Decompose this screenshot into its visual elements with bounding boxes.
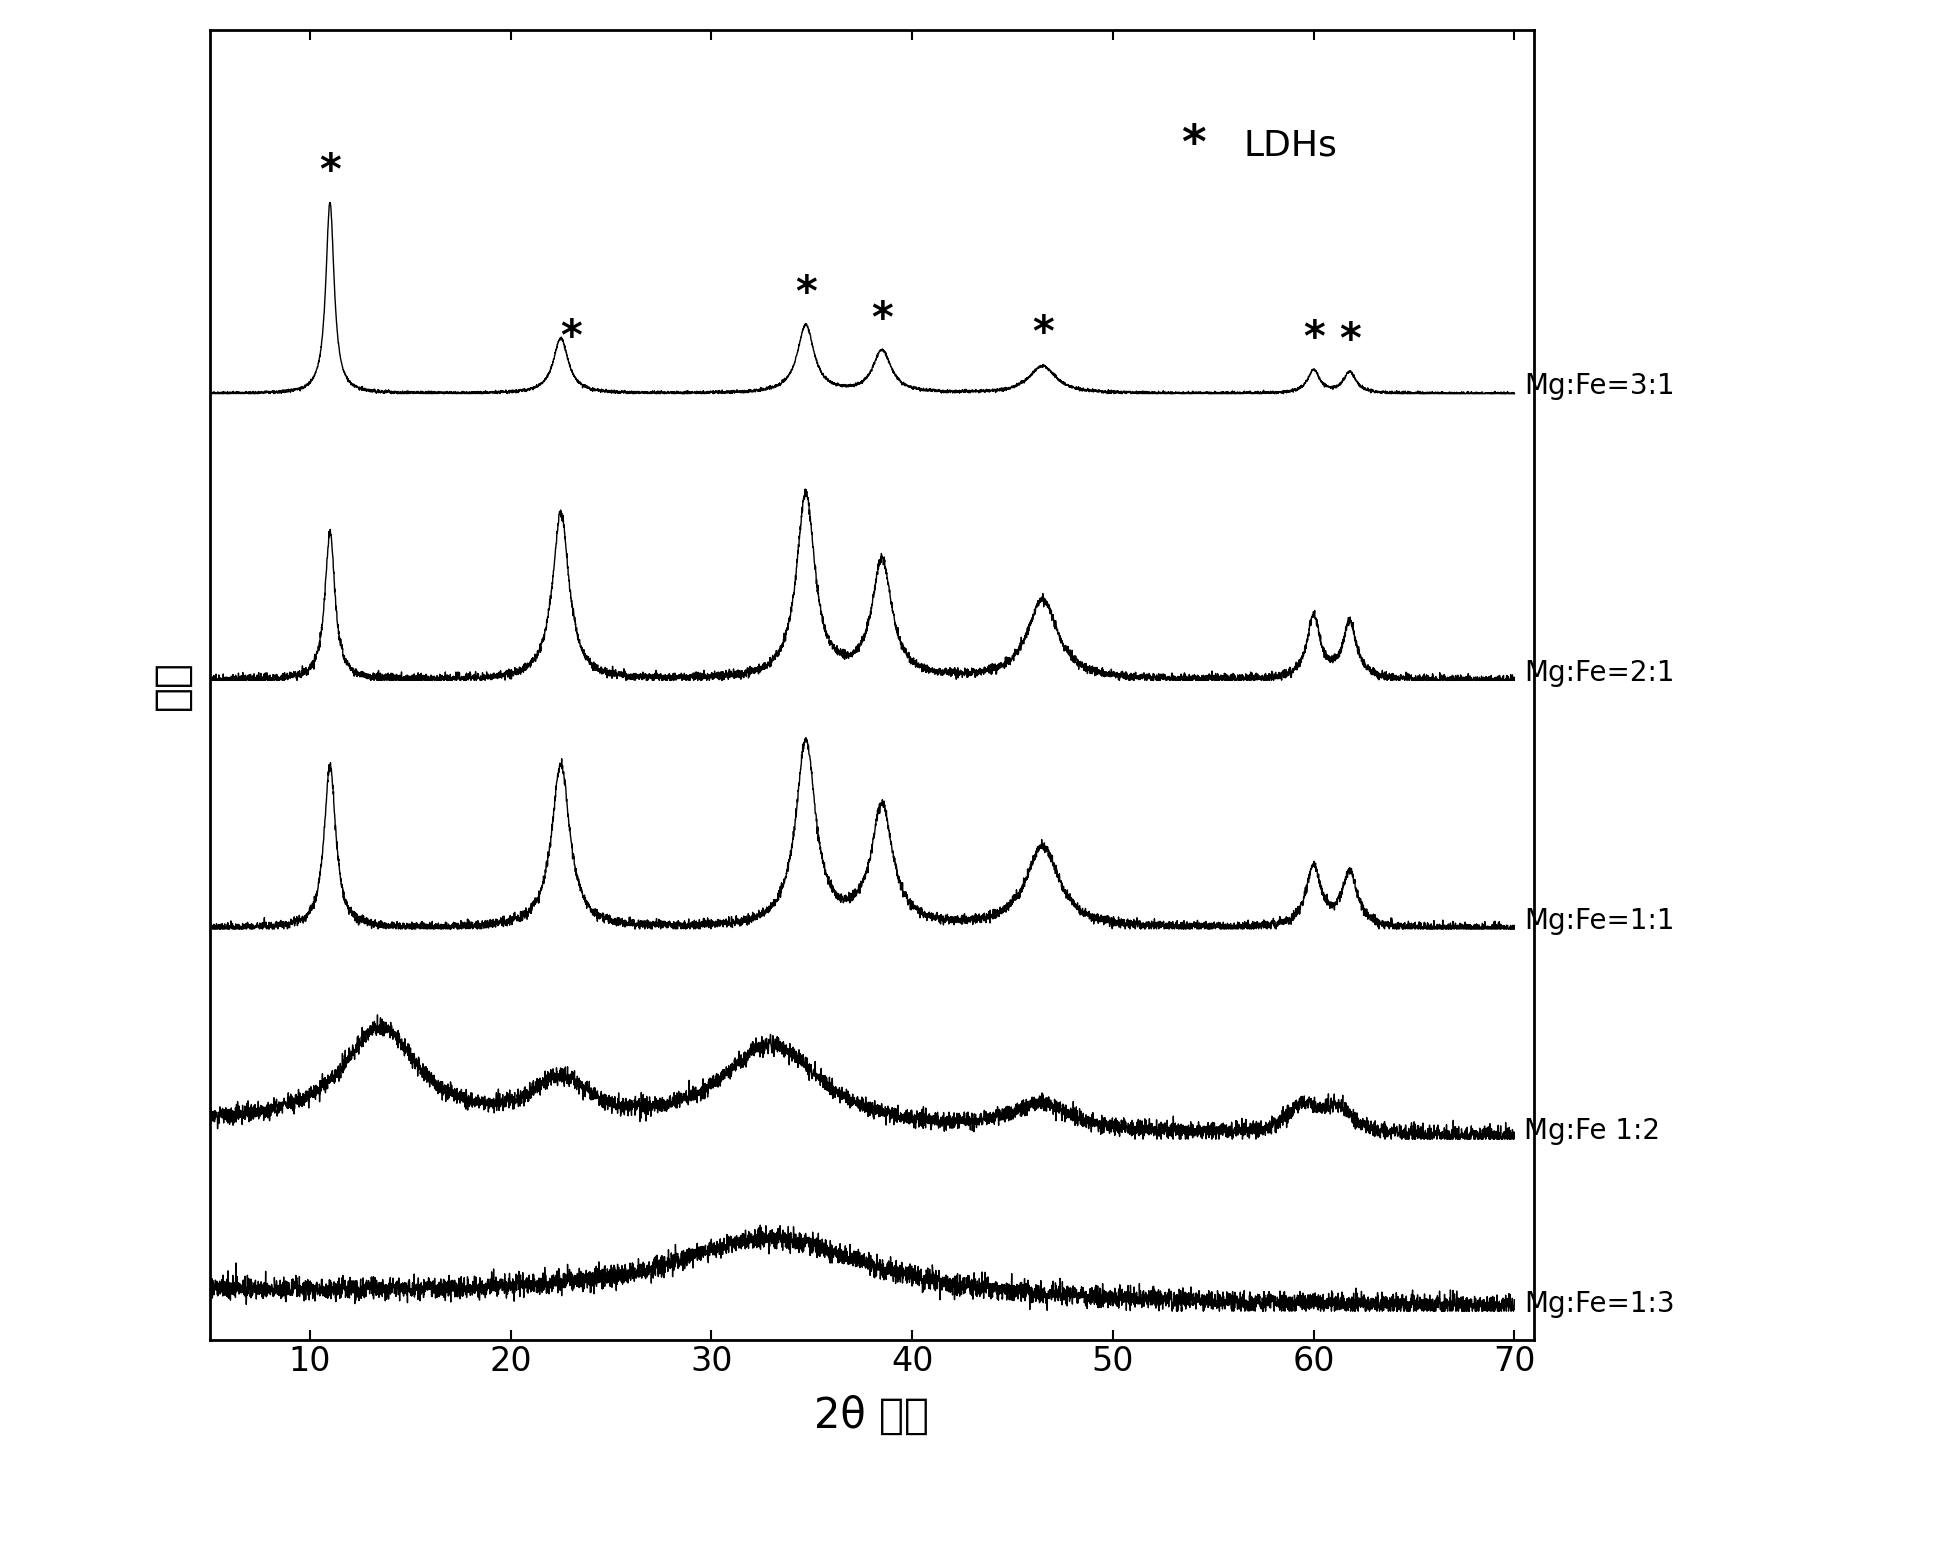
- Text: Mg:Fe=1:3: Mg:Fe=1:3: [1524, 1289, 1675, 1317]
- Text: LDHs: LDHs: [1244, 128, 1337, 162]
- Text: *: *: [1339, 320, 1361, 361]
- Text: Mg:Fe=1:1: Mg:Fe=1:1: [1524, 908, 1675, 936]
- Text: Mg:Fe=3:1: Mg:Fe=3:1: [1524, 372, 1675, 400]
- Text: Mg:Fe 1:2: Mg:Fe 1:2: [1524, 1118, 1660, 1146]
- Text: *: *: [872, 300, 893, 341]
- Text: *: *: [1302, 318, 1324, 360]
- Text: *: *: [561, 318, 582, 360]
- Text: Mg:Fe=2:1: Mg:Fe=2:1: [1524, 659, 1675, 687]
- Text: *: *: [1180, 122, 1205, 168]
- Y-axis label: 强度: 强度: [151, 661, 192, 710]
- Text: *: *: [1033, 313, 1054, 355]
- X-axis label: 2θ 角度: 2θ 角度: [815, 1394, 930, 1436]
- Text: *: *: [318, 151, 342, 193]
- Text: *: *: [796, 273, 817, 315]
